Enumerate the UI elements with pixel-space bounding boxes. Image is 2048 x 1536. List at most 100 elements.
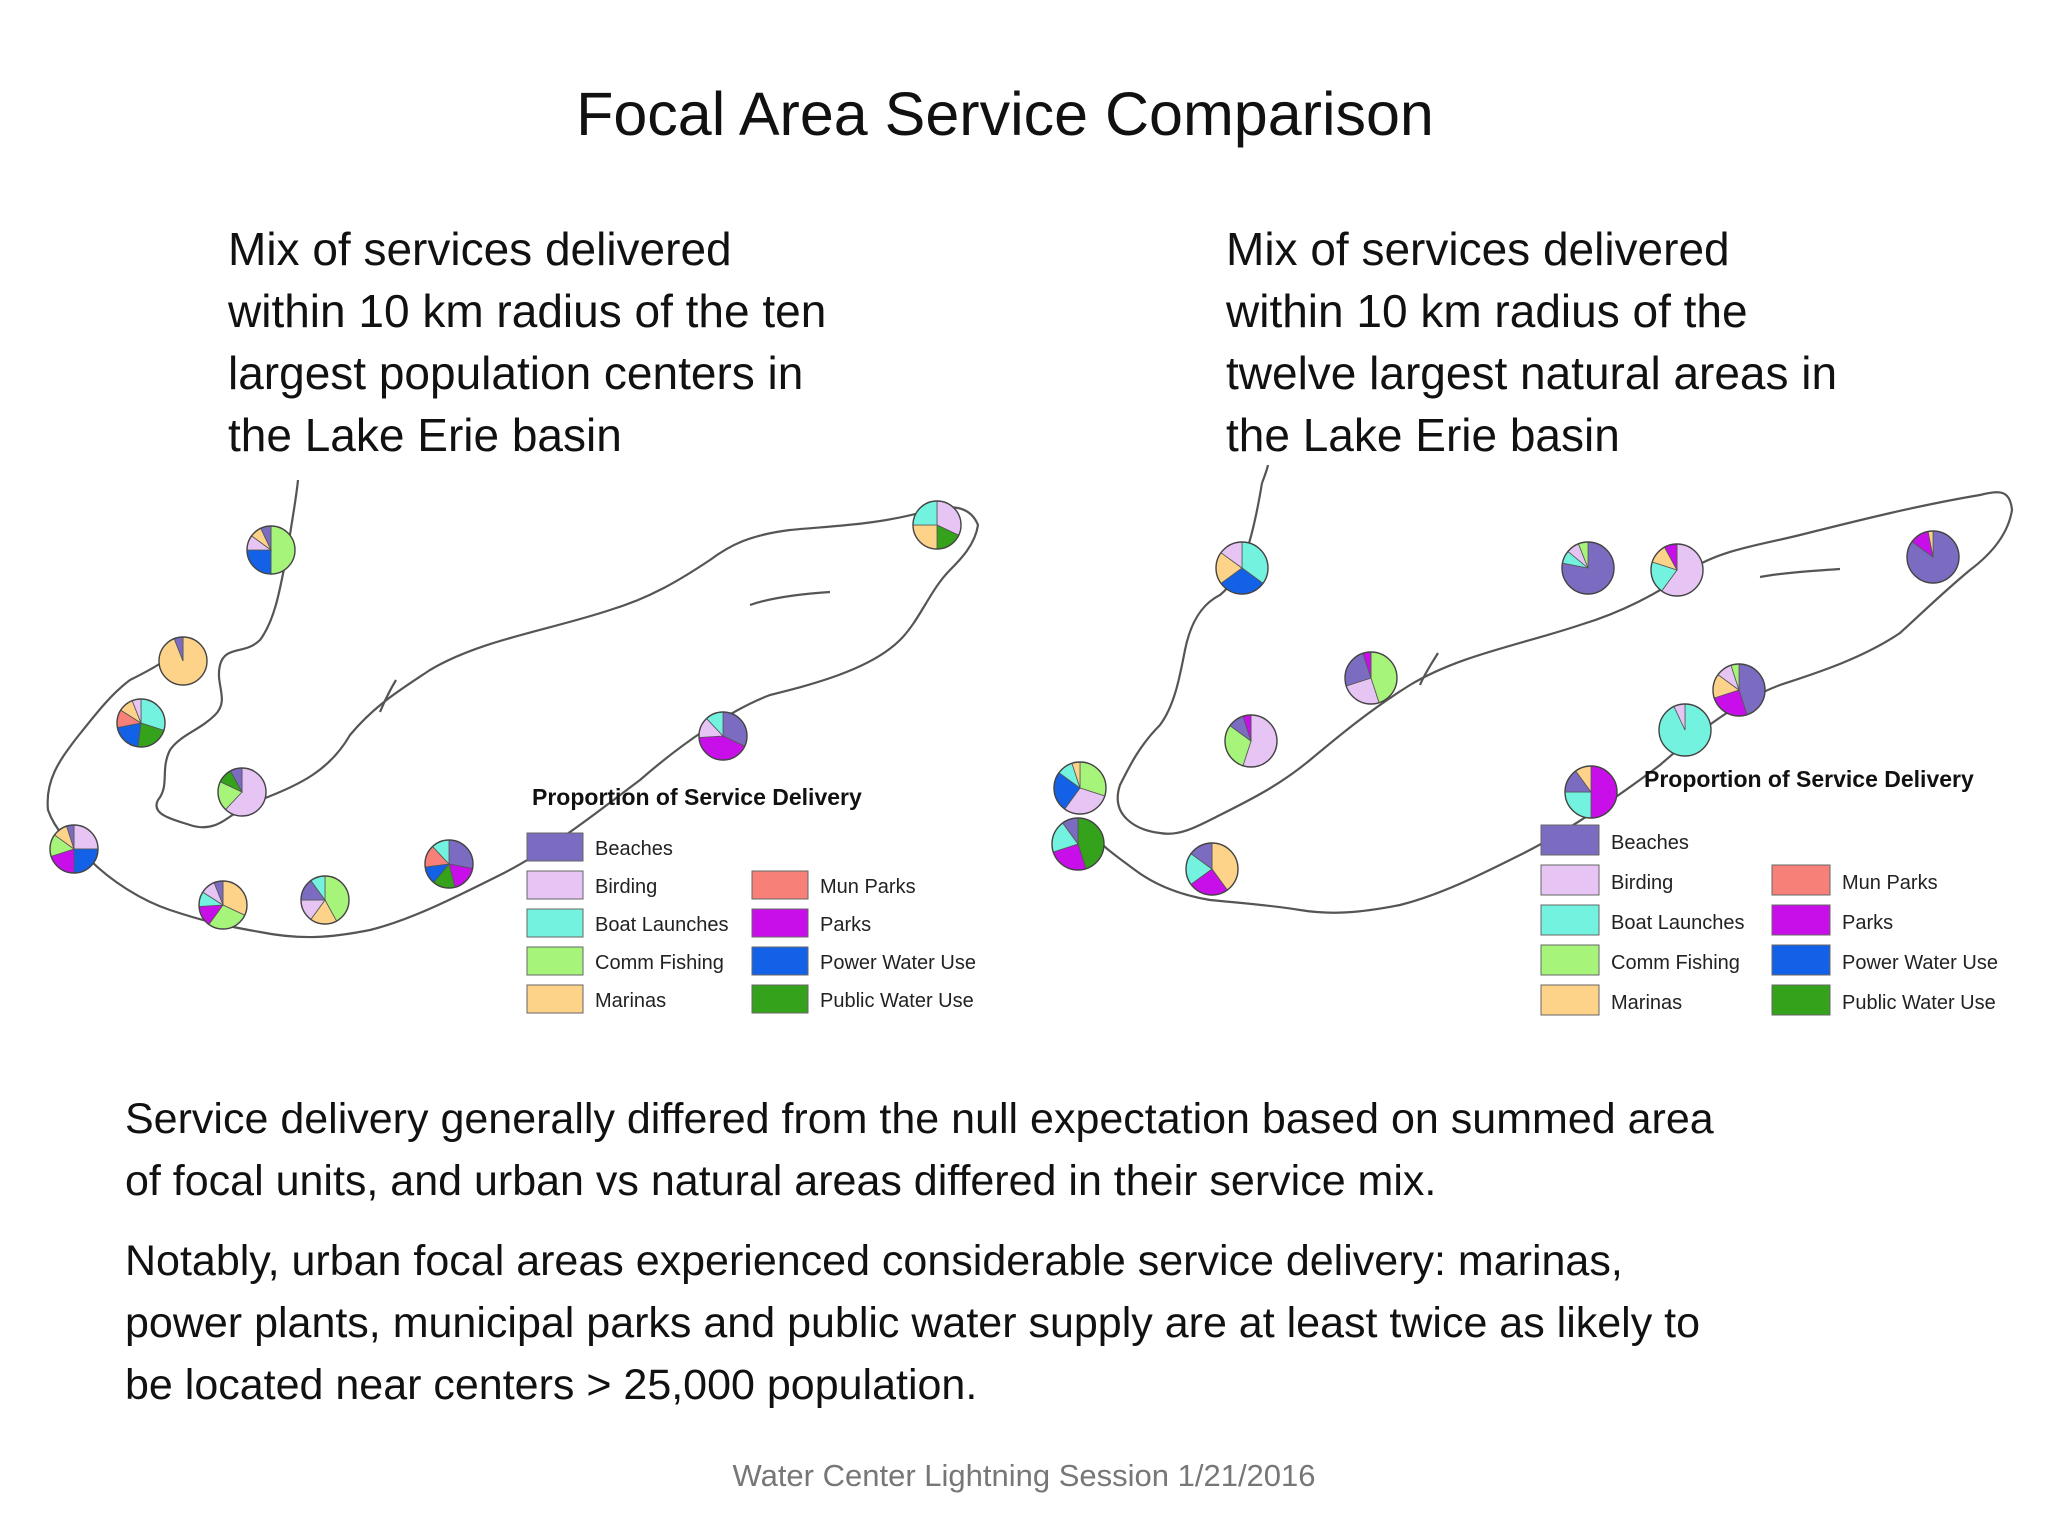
- map-natural-areas: Proportion of Service Delivery Beaches Bi…: [1040, 465, 2048, 1040]
- pie-outline: [300, 875, 350, 925]
- pie-marker: [49, 824, 99, 874]
- body-paragraph: Notably, urban focal areas experienced c…: [125, 1230, 1985, 1416]
- caption-population-centers: Mix of services delivered within 10 km r…: [228, 218, 948, 466]
- legend-swatch: [526, 908, 584, 938]
- pie-outline: [1906, 530, 1960, 584]
- pie-marker: [424, 839, 474, 889]
- pie-markers: [49, 500, 962, 930]
- pie-outline: [1712, 663, 1766, 717]
- legend-label: Marinas: [1611, 992, 1682, 1014]
- pie-slice: [270, 525, 296, 575]
- body-line: Notably, urban focal areas experienced c…: [125, 1237, 1623, 1285]
- pie-outline: [1564, 765, 1618, 819]
- pie-outline: [1344, 651, 1398, 705]
- pie-slice: [448, 839, 474, 869]
- pie-marker: [912, 500, 962, 550]
- caption-line: the Lake Erie basin: [1226, 409, 1620, 461]
- pie-marker: [198, 880, 248, 930]
- pie-outline: [1650, 543, 1704, 597]
- lake-erie-shoreline: [46, 506, 980, 939]
- legend-swatch: [1540, 984, 1600, 1016]
- pie-outline: [1051, 817, 1105, 871]
- legend-label: Mun Parks: [820, 876, 916, 898]
- pie-outline: [217, 767, 267, 817]
- caption-line: within 10 km radius of the ten: [228, 285, 827, 337]
- pie-marker: [1658, 703, 1712, 757]
- pie-marker: [116, 698, 166, 748]
- legend-swatch: [526, 946, 584, 976]
- pie-outline: [1053, 761, 1107, 815]
- legend-label: Comm Fishing: [1611, 952, 1740, 974]
- map-population-centers: Proportion of Service Delivery Beaches Bi…: [30, 480, 1030, 1040]
- detroit-river: [1260, 465, 1270, 484]
- pie-marker: [1224, 714, 1278, 768]
- pie-marker: [1053, 761, 1107, 815]
- legend-swatch: [1540, 824, 1600, 856]
- pie-outline: [246, 525, 296, 575]
- body-line: of focal units, and urban vs natural are…: [125, 1157, 1437, 1205]
- pie-outline: [49, 824, 99, 874]
- pie-marker: [698, 711, 748, 761]
- point-pelee: [1418, 652, 1439, 686]
- pie-outline: [424, 839, 474, 889]
- caption-natural-areas: Mix of services delivered within 10 km r…: [1226, 218, 1946, 466]
- lake-erie-shoreline: [1094, 482, 2014, 914]
- legend-label: Beaches: [595, 838, 673, 860]
- legend-swatch: [1771, 984, 1831, 1016]
- caption-line: twelve largest natural areas in: [1226, 347, 1838, 399]
- pie-outline: [912, 500, 962, 550]
- pie-outline: [116, 698, 166, 748]
- pie-marker: [300, 875, 350, 925]
- legend-swatch: [1771, 944, 1831, 976]
- pie-outline: [1561, 541, 1615, 595]
- long-point: [1759, 567, 1841, 579]
- pie-outline: [1215, 541, 1269, 595]
- pie-marker: [246, 525, 296, 575]
- legend-swatch: [1771, 864, 1831, 896]
- pie-slice: [1590, 765, 1618, 819]
- legend-swatch: [526, 870, 584, 900]
- legend-label: Power Water Use: [820, 952, 976, 974]
- legend-swatch: [1540, 904, 1600, 936]
- point-pelee: [378, 679, 397, 713]
- pie-marker: [1906, 530, 1960, 584]
- pie-marker: [1215, 541, 1269, 595]
- legend-label: Beaches: [1611, 832, 1689, 854]
- caption-line: Mix of services delivered: [228, 223, 732, 275]
- legend-label: Marinas: [595, 990, 666, 1012]
- legend-swatch: [751, 908, 809, 938]
- legend-label: Birding: [595, 876, 657, 898]
- legend-swatch: [1771, 904, 1831, 936]
- legend-label: Mun Parks: [1842, 872, 1938, 894]
- pie-marker: [158, 636, 208, 686]
- legend-title: Proportion of Service Delivery: [1644, 766, 1974, 792]
- pie-outline: [1658, 703, 1712, 757]
- pie-marker: [1344, 651, 1398, 705]
- legend-swatch: [526, 832, 584, 862]
- legend-swatch: [1540, 944, 1600, 976]
- legend-swatch: [526, 984, 584, 1014]
- pie-marker: [1185, 842, 1239, 896]
- legend-label: Public Water Use: [1842, 992, 1996, 1014]
- pie-outline: [1185, 842, 1239, 896]
- pie-marker: [1561, 541, 1615, 595]
- legend-label: Public Water Use: [820, 990, 974, 1012]
- caption-line: within 10 km radius of the: [1226, 285, 1748, 337]
- legend-label: Boat Launches: [595, 914, 728, 936]
- pie-marker: [1564, 765, 1618, 819]
- pie-markers: [1051, 530, 1960, 896]
- pie-outline: [198, 880, 248, 930]
- pie-outline: [158, 636, 208, 686]
- pie-marker: [1650, 543, 1704, 597]
- pie-marker: [1712, 663, 1766, 717]
- pie-marker: [217, 767, 267, 817]
- pie-outline: [1224, 714, 1278, 768]
- body-line: power plants, municipal parks and public…: [125, 1299, 1701, 1347]
- legend: Proportion of Service Delivery Beaches Bi…: [526, 784, 976, 1014]
- legend-swatch: [1540, 864, 1600, 896]
- legend-title: Proportion of Service Delivery: [532, 784, 862, 810]
- caption-line: the Lake Erie basin: [228, 409, 622, 461]
- legend-swatch: [751, 984, 809, 1014]
- caption-line: Mix of services delivered: [1226, 223, 1730, 275]
- pie-marker: [1051, 817, 1105, 871]
